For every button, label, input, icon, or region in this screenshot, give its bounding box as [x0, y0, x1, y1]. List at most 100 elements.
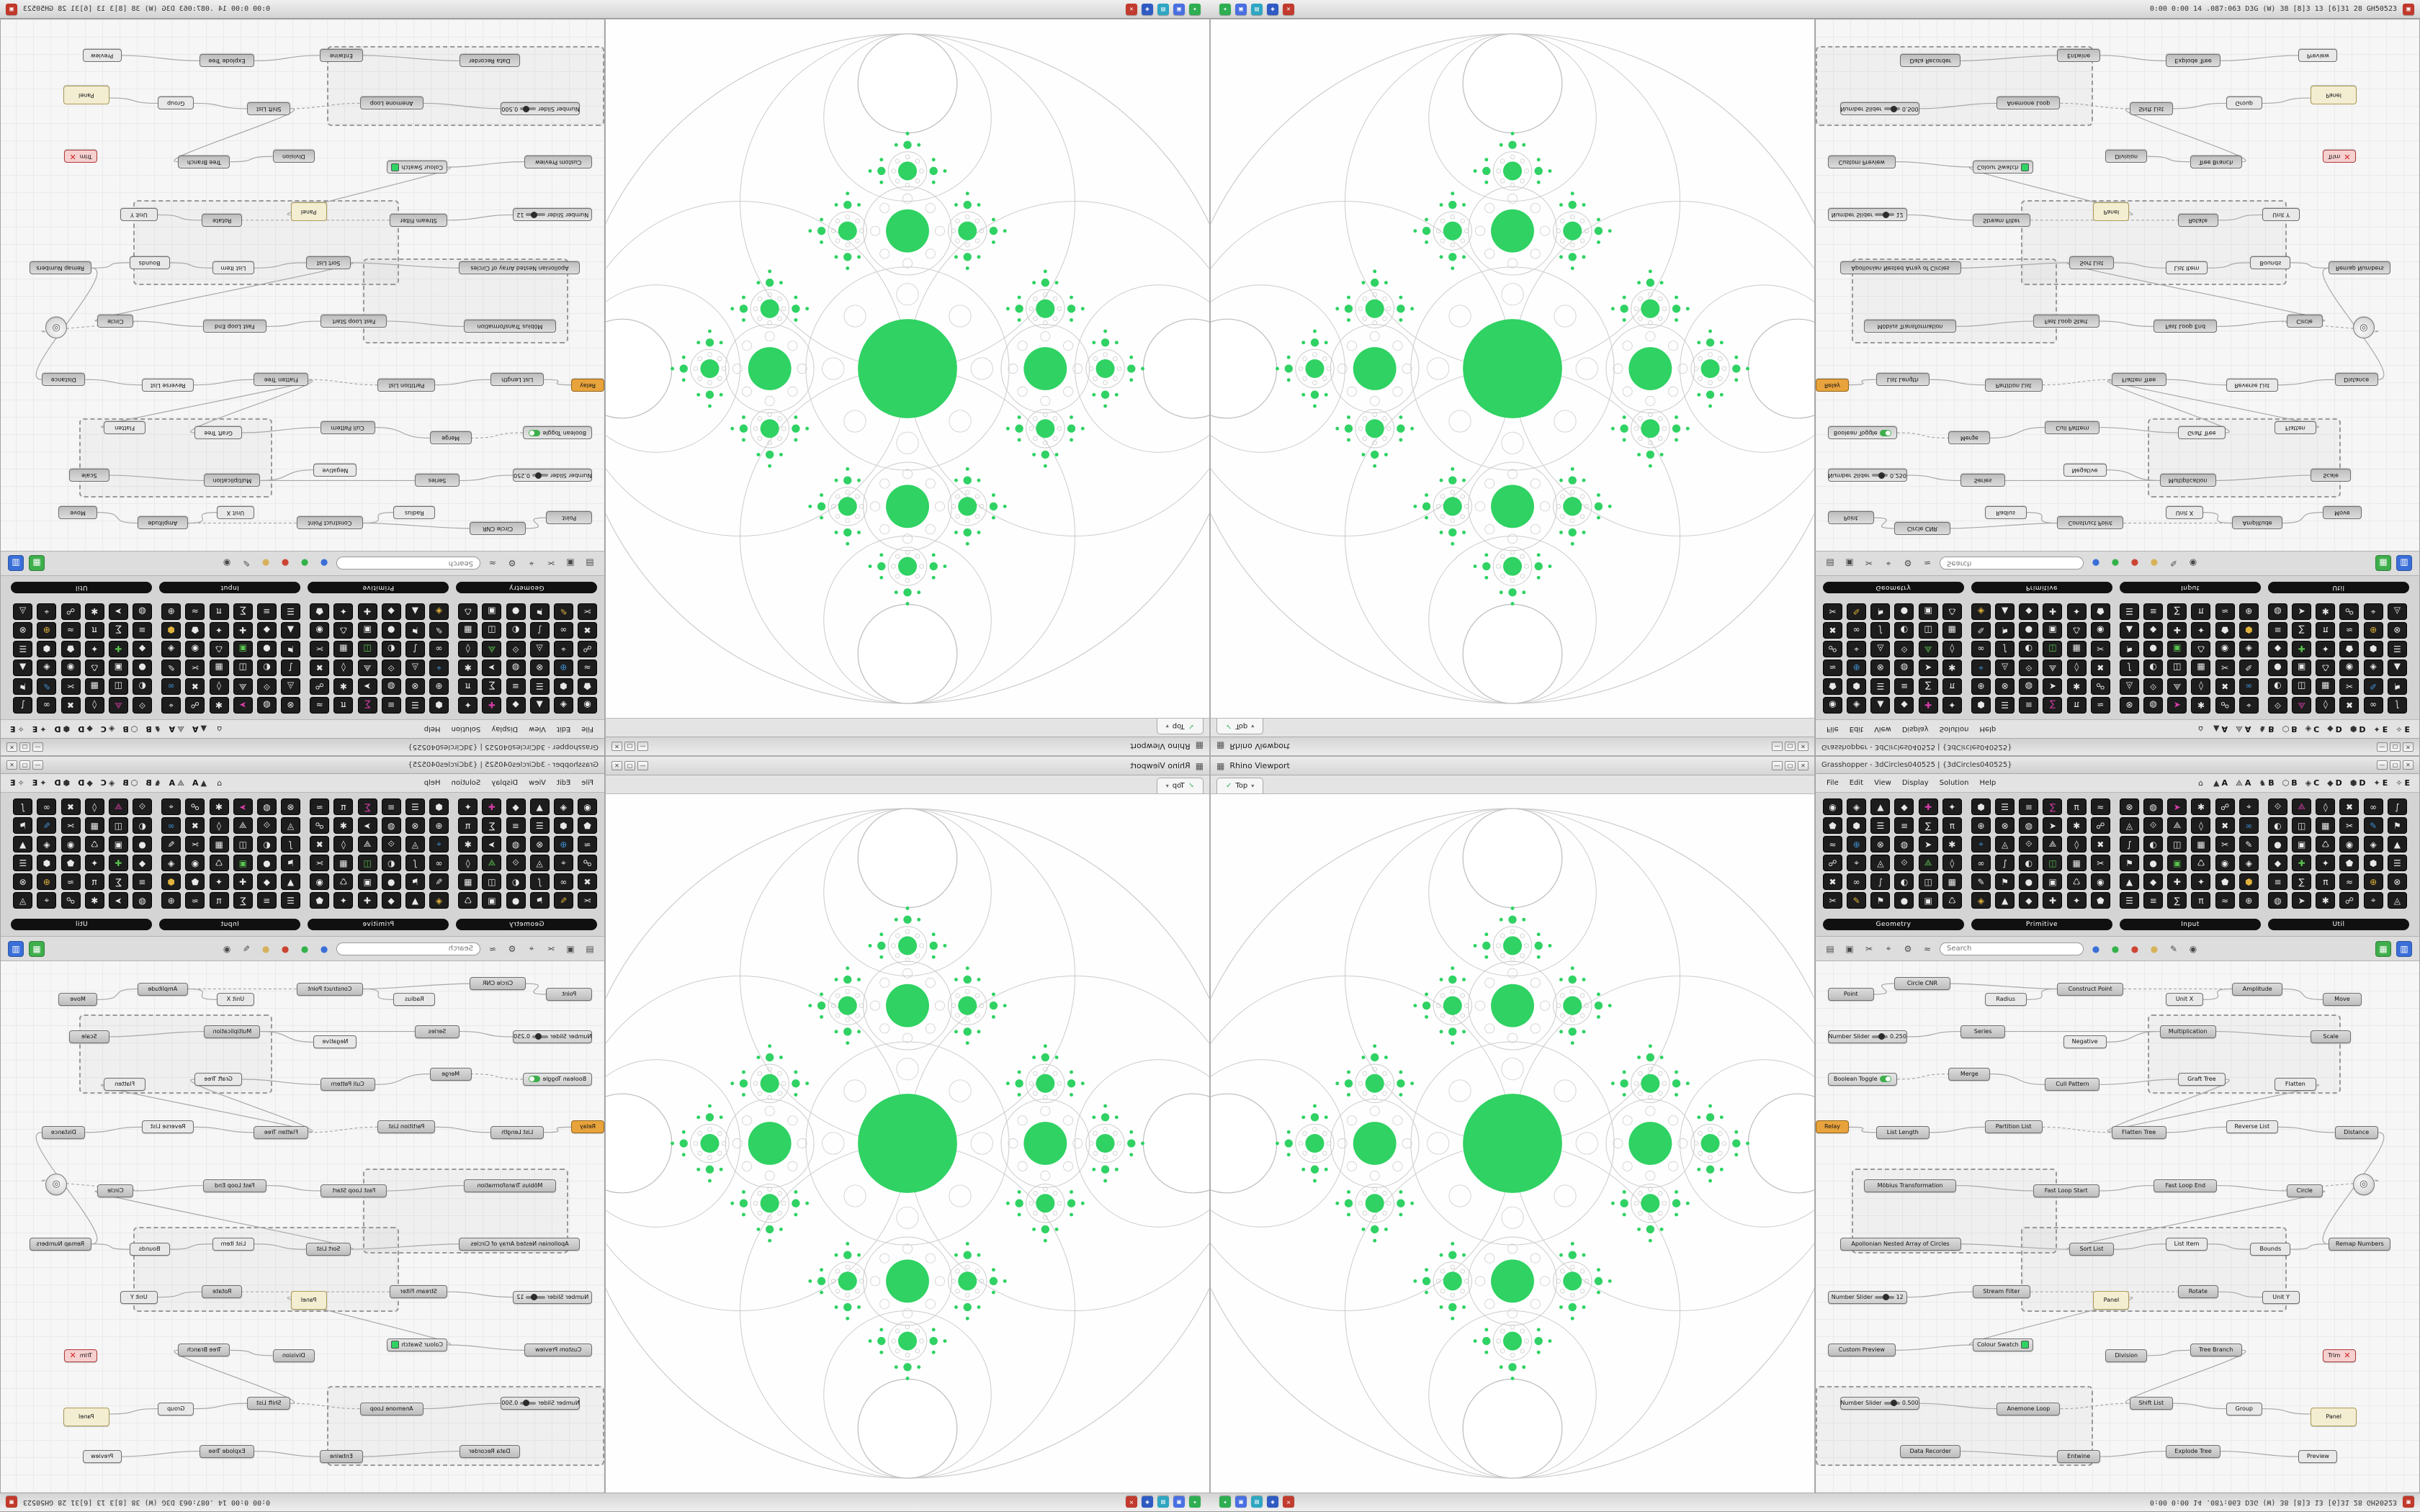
gh-tab-8[interactable]: ✦ E — [2370, 778, 2392, 788]
preview-green-icon[interactable]: ● — [2111, 558, 2120, 569]
gh-component[interactable]: Fast Loop End — [202, 1179, 266, 1192]
close-button[interactable]: ✕ — [2403, 742, 2414, 752]
component-icon[interactable]: ∞ — [37, 697, 57, 714]
gh-component[interactable]: Amplitude — [137, 982, 188, 996]
component-icon[interactable]: ▦ — [84, 678, 104, 695]
slider-knob[interactable] — [530, 212, 537, 219]
component-icon[interactable]: ☍ — [60, 603, 81, 620]
component-icon[interactable]: ≈ — [1823, 836, 1842, 852]
component-icon[interactable]: ✦ — [209, 622, 229, 639]
gh-component[interactable]: Merge — [429, 1067, 472, 1081]
component-icon[interactable]: ☰ — [1870, 817, 1891, 834]
component-icon[interactable]: ◐ — [2143, 660, 2164, 676]
docs-app-icon[interactable]: ▣ — [1173, 3, 1185, 15]
component-icon[interactable]: ▲ — [405, 892, 425, 909]
component-icon[interactable]: ⊗ — [1995, 817, 2015, 834]
gh-component[interactable]: Remap Numbers — [2329, 261, 2391, 275]
component-icon[interactable]: ≈ — [578, 836, 597, 852]
gh-tab-2[interactable]: ⟁ A — [166, 724, 188, 735]
component-icon[interactable]: ◆ — [2143, 622, 2164, 639]
component-icon[interactable]: ◬ — [1870, 855, 1891, 871]
gh-component[interactable]: Entwine — [2057, 1449, 2101, 1463]
component-icon[interactable]: ➤ — [2167, 697, 2187, 714]
component-icon[interactable]: ◆ — [2143, 873, 2164, 890]
component-icon[interactable]: ▦ — [84, 817, 104, 834]
component-icon[interactable]: ♺ — [1942, 603, 1962, 620]
gh-component[interactable]: Relay — [1816, 1120, 1849, 1134]
component-icon[interactable]: ✂ — [1823, 603, 1842, 620]
close-button[interactable]: ✕ — [611, 742, 622, 751]
component-icon[interactable]: ♺ — [2191, 641, 2211, 657]
component-icon[interactable]: ✚ — [108, 855, 128, 871]
component-icon[interactable]: ♺ — [333, 622, 354, 639]
component-icon[interactable]: ⬢ — [1847, 817, 1867, 834]
component-icon[interactable]: ◍ — [506, 660, 526, 676]
component-icon[interactable]: ▣ — [2292, 836, 2312, 852]
component-icon[interactable]: ➤ — [2043, 817, 2063, 834]
component-icon[interactable]: ⊕ — [1971, 678, 1991, 695]
gh-component[interactable]: Trim — [2322, 1349, 2356, 1362]
component-icon[interactable]: ⟐ — [1894, 855, 1914, 871]
rhino-app-icon[interactable]: ✦ — [1189, 1496, 1201, 1508]
component-icon[interactable]: ≡ — [2268, 873, 2287, 890]
component-icon[interactable]: ∞ — [2363, 697, 2383, 714]
component-icon[interactable]: ▣ — [482, 603, 502, 620]
minimize-button[interactable]: — — [637, 761, 648, 770]
component-icon[interactable]: ⚑ — [13, 817, 33, 834]
gh-component[interactable]: Shift List — [2129, 102, 2173, 115]
component-icon[interactable]: ⚑ — [281, 641, 300, 657]
slider-track[interactable] — [1883, 1400, 1900, 1407]
grid-snap-button[interactable]: ▦ — [2375, 940, 2391, 957]
close-app-icon[interactable]: ✕ — [1283, 1496, 1294, 1508]
component-icon[interactable]: ◐ — [381, 641, 401, 657]
gh-component[interactable]: Move — [2322, 505, 2362, 519]
component-icon[interactable]: ✖ — [1823, 873, 1842, 890]
menu-view[interactable]: View — [1874, 779, 1891, 787]
component-icon[interactable]: ☍ — [2090, 817, 2110, 834]
preview-red-icon[interactable]: ● — [281, 558, 290, 569]
maximize-button[interactable]: ▢ — [1785, 742, 1796, 751]
gh-component[interactable]: Preview — [2298, 1449, 2338, 1463]
gh-component[interactable]: Radius — [1984, 505, 2027, 519]
component-icon[interactable]: ∑ — [233, 892, 253, 909]
colour-swatch-icon[interactable] — [391, 163, 400, 171]
component-icon[interactable]: ⊗ — [529, 836, 550, 852]
gh-component[interactable]: Fast Loop End — [2154, 320, 2218, 333]
component-icon[interactable]: ☍ — [2215, 697, 2235, 714]
component-icon[interactable]: ⬟ — [2090, 603, 2110, 620]
component-icon[interactable]: ≈ — [2215, 892, 2235, 909]
component-icon[interactable]: ✖ — [2090, 836, 2110, 852]
gh-component[interactable]: Flatten — [2274, 1078, 2316, 1092]
maximize-button[interactable]: ▢ — [19, 742, 30, 752]
component-icon[interactable]: ⟁ — [1918, 641, 1938, 657]
component-icon[interactable]: ⊗ — [2120, 697, 2139, 714]
component-icon[interactable]: ◉ — [185, 855, 205, 871]
gh-component[interactable]: Apollonian Nested Array of Circles — [1839, 261, 1961, 275]
component-icon[interactable]: ➤ — [482, 836, 502, 852]
component-icon[interactable]: ▣ — [233, 855, 253, 871]
component-icon[interactable]: ● — [381, 622, 401, 639]
component-icon[interactable]: ◫ — [2292, 678, 2312, 695]
component-icon[interactable]: ◍ — [381, 817, 401, 834]
component-icon[interactable]: ∫ — [13, 697, 33, 714]
gh-component[interactable]: Custom Preview — [1827, 1344, 1896, 1357]
component-icon[interactable]: ⌖ — [1847, 641, 1867, 657]
gh-tab-2[interactable]: ⟁ A — [166, 778, 188, 789]
component-icon[interactable]: ⊕ — [37, 622, 57, 639]
scissors-icon[interactable]: ✂ — [1865, 558, 1873, 569]
component-icon[interactable]: ⊕ — [1847, 836, 1867, 852]
component-icon[interactable]: ✎ — [1971, 873, 1991, 890]
preview-red-icon[interactable]: ● — [281, 943, 290, 954]
component-icon[interactable]: ✖ — [185, 678, 205, 695]
component-icon[interactable]: ◆ — [381, 603, 401, 620]
preview-blue-icon[interactable]: ● — [320, 943, 328, 954]
tray-icon[interactable]: ▣ — [2403, 1496, 2414, 1508]
component-icon[interactable]: ∑ — [233, 603, 253, 620]
save-icon[interactable]: ▣ — [566, 943, 575, 954]
component-icon[interactable]: ∑ — [1918, 817, 1938, 834]
component-icon[interactable]: ◊ — [2316, 697, 2336, 714]
component-icon[interactable]: π — [1942, 817, 1962, 834]
grid-snap-button[interactable]: ▦ — [2375, 555, 2391, 572]
gh-component[interactable]: Construct Point — [296, 982, 363, 996]
component-icon[interactable]: π — [333, 798, 354, 815]
